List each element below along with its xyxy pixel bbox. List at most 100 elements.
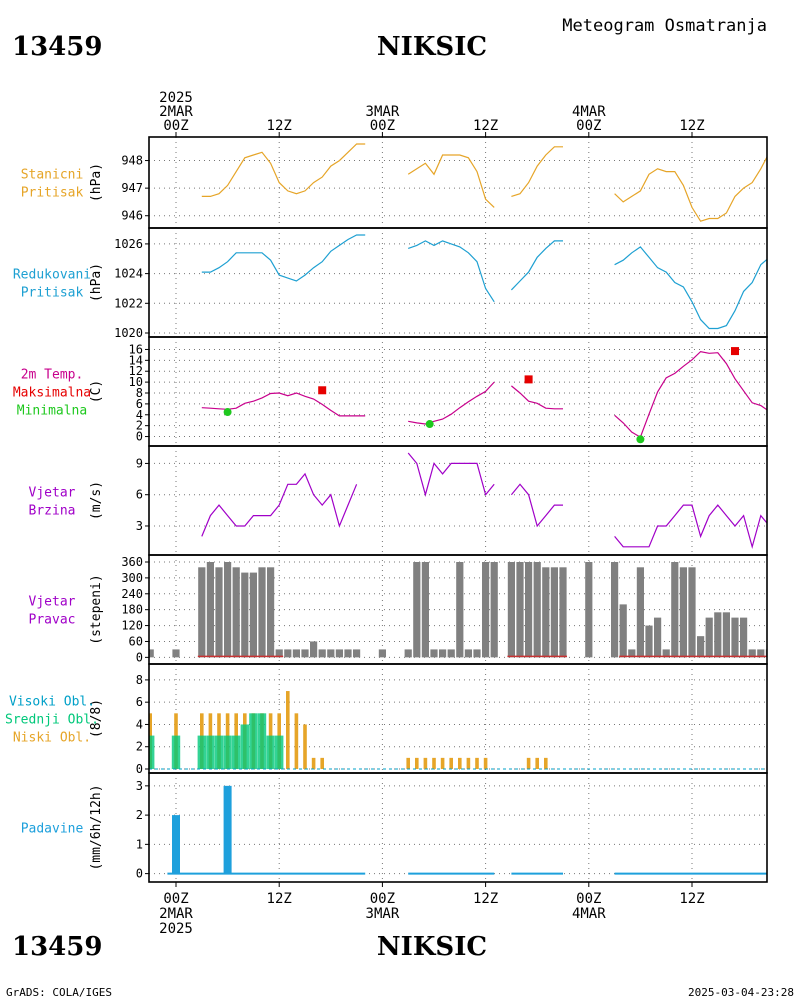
wind-direction-bar xyxy=(258,567,266,658)
wind-direction-bar xyxy=(335,649,343,658)
wind-direction-bar xyxy=(550,567,558,658)
y-tick-label: 0 xyxy=(136,650,143,664)
wind-direction-bar xyxy=(671,562,679,658)
wind-direction-bar xyxy=(688,567,696,658)
panel-label: Redukovani xyxy=(13,268,91,283)
y-tick-label: 6 xyxy=(136,397,143,411)
cloud-mid-bar xyxy=(214,735,224,769)
panel-label: Visoki Obl. xyxy=(9,695,95,710)
wind-direction-bar xyxy=(301,649,309,658)
wind-direction-bar xyxy=(611,562,619,658)
panel-frame xyxy=(148,772,768,883)
panel-label: Pritisak xyxy=(21,186,84,201)
wind-direction-bar xyxy=(232,567,240,658)
wind-direction-bar xyxy=(559,567,567,658)
y-tick-label: 9 xyxy=(136,456,143,470)
station-id-bottom: 13459 xyxy=(12,932,102,962)
cloud-low-bar xyxy=(303,724,307,769)
wind-direction-bar xyxy=(482,562,490,658)
y-tick-label: 2 xyxy=(136,808,143,822)
wind-direction-bar xyxy=(378,649,386,658)
wind-direction-bar xyxy=(628,649,636,658)
cloud-low-bar xyxy=(311,757,316,769)
y-tick-label: 10 xyxy=(129,375,143,389)
series-line xyxy=(407,452,495,497)
time-label-top: 3MAR xyxy=(366,104,400,120)
y-tick-label: 4 xyxy=(136,717,143,731)
wind-direction-bar xyxy=(740,617,748,658)
wind-direction-bar xyxy=(241,572,249,658)
time-label-top: 4MAR xyxy=(572,104,606,120)
y-tick-label: 300 xyxy=(121,571,143,585)
series-line xyxy=(201,234,366,282)
wind-direction-bar xyxy=(705,617,713,658)
wind-direction-bar xyxy=(507,562,515,658)
wind-direction-bar xyxy=(327,649,335,658)
y-tick-label: 1026 xyxy=(114,237,143,251)
cloud-low-bar xyxy=(432,757,436,769)
y-tick-label: 8 xyxy=(136,386,143,400)
y-tick-label: 6 xyxy=(136,488,143,502)
y-tick-label: 120 xyxy=(121,619,143,633)
time-label-bottom: 12Z xyxy=(679,891,704,907)
y-tick-label: 1020 xyxy=(114,326,143,340)
wind-direction-bar xyxy=(490,562,498,658)
station-name-top: NIKSIC xyxy=(377,32,487,62)
wind-direction-bar xyxy=(619,604,627,658)
wind-direction-bar xyxy=(275,649,283,658)
panel-precipitation: 0 1 2 3 (mm/6h/12h) Padavine xyxy=(21,772,768,883)
station-id-top: 13459 xyxy=(12,32,102,62)
wind-direction-bar xyxy=(224,562,232,658)
wind-direction-bar xyxy=(421,562,429,658)
y-tick-label: 240 xyxy=(121,587,143,601)
wind-direction-bar xyxy=(654,617,662,658)
station-name-bottom: NIKSIC xyxy=(377,932,487,962)
time-label-top: 00Z xyxy=(163,118,188,134)
wind-direction-bar xyxy=(714,612,722,658)
y-tick-label: 3 xyxy=(136,519,143,533)
precip-bar xyxy=(223,785,232,874)
time-label-top: 00Z xyxy=(576,118,601,134)
cloud-mid-bar xyxy=(206,735,215,769)
y-tick-label: 947 xyxy=(121,181,143,195)
cloud-low-bar xyxy=(483,757,488,769)
y-axis-label: (stepeni) xyxy=(89,574,104,644)
y-axis-label: (mm/6h/12h) xyxy=(89,784,104,870)
cloud-low-bar xyxy=(544,757,548,769)
panel-label: 2m Temp. xyxy=(21,368,84,383)
wind-direction-bar xyxy=(249,572,257,658)
time-label-bottom: 00Z xyxy=(163,891,188,907)
plot-area xyxy=(167,785,767,875)
y-tick-label: 0 xyxy=(136,430,143,444)
y-tick-label: 6 xyxy=(136,695,143,709)
wind-direction-bar xyxy=(447,649,455,658)
y-tick-label: 948 xyxy=(121,154,143,168)
panel-label: Pravac xyxy=(29,613,76,628)
wind-direction-bar xyxy=(149,649,154,658)
y-tick-label: 180 xyxy=(121,603,143,617)
wind-direction-bar xyxy=(697,636,705,658)
cloud-low-bar xyxy=(475,757,479,769)
wind-direction-bar xyxy=(206,562,214,658)
tmax-marker xyxy=(318,386,327,395)
panel-label: Niski Obl. xyxy=(13,731,91,746)
y-tick-label: 3 xyxy=(136,779,143,793)
wind-direction-bar xyxy=(353,649,361,658)
cloud-low-bar xyxy=(415,757,419,769)
y-tick-label: 1 xyxy=(136,837,143,851)
panel-frame xyxy=(148,445,768,556)
wind-direction-bar xyxy=(722,612,730,658)
cloud-low-bar xyxy=(294,713,299,769)
cloud-low-bar xyxy=(449,757,453,769)
y-tick-label: 60 xyxy=(129,634,143,648)
time-label-bottom: 2MAR xyxy=(159,906,193,922)
y-tick-label: 0 xyxy=(136,867,143,881)
plot-area xyxy=(149,562,767,658)
wind-direction-bar xyxy=(525,562,533,658)
y-axis-label: (8/8) xyxy=(89,699,104,738)
panel-clouds: 0 2 4 6 8 (8/8)Visoki Obl. Srednji Obl. Niski O… xyxy=(5,663,768,776)
chart-title: Meteogram Osmatranja xyxy=(562,16,767,36)
